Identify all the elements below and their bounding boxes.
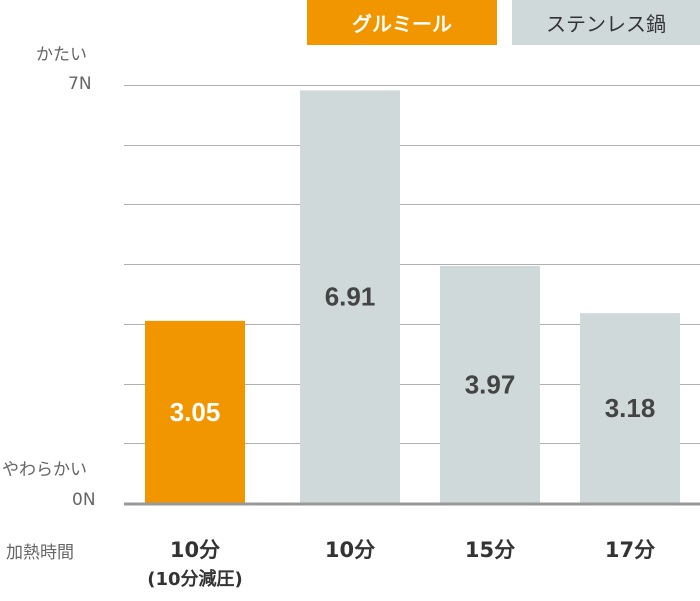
legend-stainless: ステンレス鍋 — [512, 0, 700, 45]
x-tick-label: 17分 — [550, 535, 700, 565]
x-tick-label-main: 17分 — [604, 538, 656, 562]
bar-value-label: 3.18 — [605, 393, 656, 423]
x-tick-label-main: 10分 — [169, 538, 221, 562]
bar-2 — [300, 90, 400, 504]
legend-stainless-label: ステンレス鍋 — [546, 12, 666, 36]
bar-1 — [145, 320, 245, 503]
x-tick-label-sub: (10分減圧) — [147, 569, 243, 590]
legend-gurumeal-label: グルミール — [352, 12, 452, 36]
y-axis-bottom-label: やわらかい — [2, 460, 87, 480]
x-tick-label-main: 15分 — [464, 538, 516, 562]
x-tick-label-main: 10分 — [324, 538, 376, 562]
x-axis-title: 加熱時間 — [6, 543, 74, 563]
bar-value-label: 6.91 — [325, 282, 376, 312]
x-tick-label: 15分 — [410, 535, 570, 565]
bar-value-label: 3.05 — [170, 397, 221, 427]
bar-3 — [440, 265, 540, 503]
legend-gurumeal: グルミール — [307, 0, 497, 45]
y-axis-bottom-value: 0N — [72, 490, 96, 510]
x-tick-label: 10分 (10分減圧) — [115, 535, 275, 595]
x-tick-label: 10分 — [270, 535, 430, 565]
y-axis-top-value: 7N — [68, 74, 92, 94]
bar-value-label: 3.97 — [465, 369, 516, 399]
y-axis-top-label: かたい — [36, 45, 87, 65]
bar-4 — [580, 313, 680, 503]
